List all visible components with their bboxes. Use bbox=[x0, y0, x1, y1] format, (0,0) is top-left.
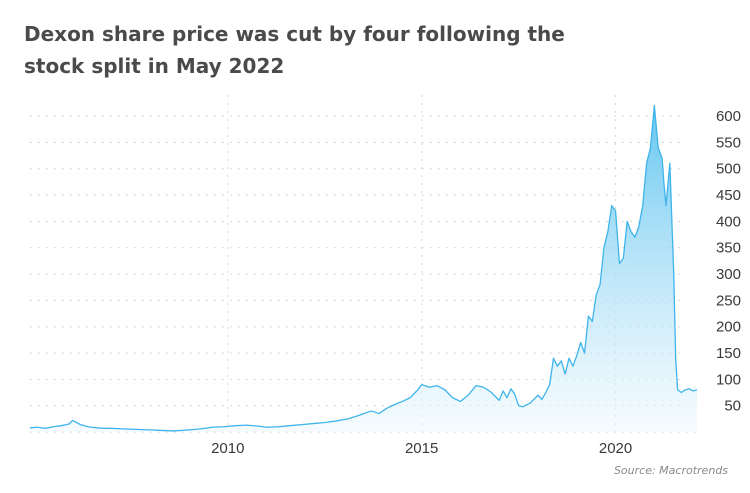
y-tick-label: 100 bbox=[716, 371, 741, 388]
x-tick-label: 2010 bbox=[211, 440, 244, 457]
y-tick-label: 50 bbox=[724, 398, 741, 415]
x-axis: 2010 2015 2020 bbox=[211, 440, 632, 457]
chart-title: Dexon share price was cut by four follow… bbox=[24, 22, 565, 78]
x-tick-label: 2020 bbox=[599, 440, 632, 457]
x-tick-label: 2015 bbox=[405, 440, 438, 457]
y-tick-label: 350 bbox=[716, 240, 741, 257]
plot-area bbox=[29, 104, 698, 432]
y-tick-label: 250 bbox=[716, 292, 741, 309]
y-axis: 50 100 150 200 250 300 350 400 450 500 550 600 bbox=[716, 108, 741, 415]
price-line bbox=[29, 104, 698, 432]
y-tick-label: 550 bbox=[716, 134, 741, 151]
source-note: Source: Macrotrends bbox=[613, 464, 728, 477]
price-area-fill bbox=[30, 105, 697, 432]
y-tick-label: 150 bbox=[716, 345, 741, 362]
y-tick-label: 450 bbox=[716, 187, 741, 204]
y-tick-label: 600 bbox=[716, 108, 741, 125]
y-tick-label: 200 bbox=[716, 319, 741, 336]
y-tick-label: 400 bbox=[716, 213, 741, 230]
y-tick-label: 300 bbox=[716, 266, 741, 283]
y-tick-label: 500 bbox=[716, 161, 741, 178]
